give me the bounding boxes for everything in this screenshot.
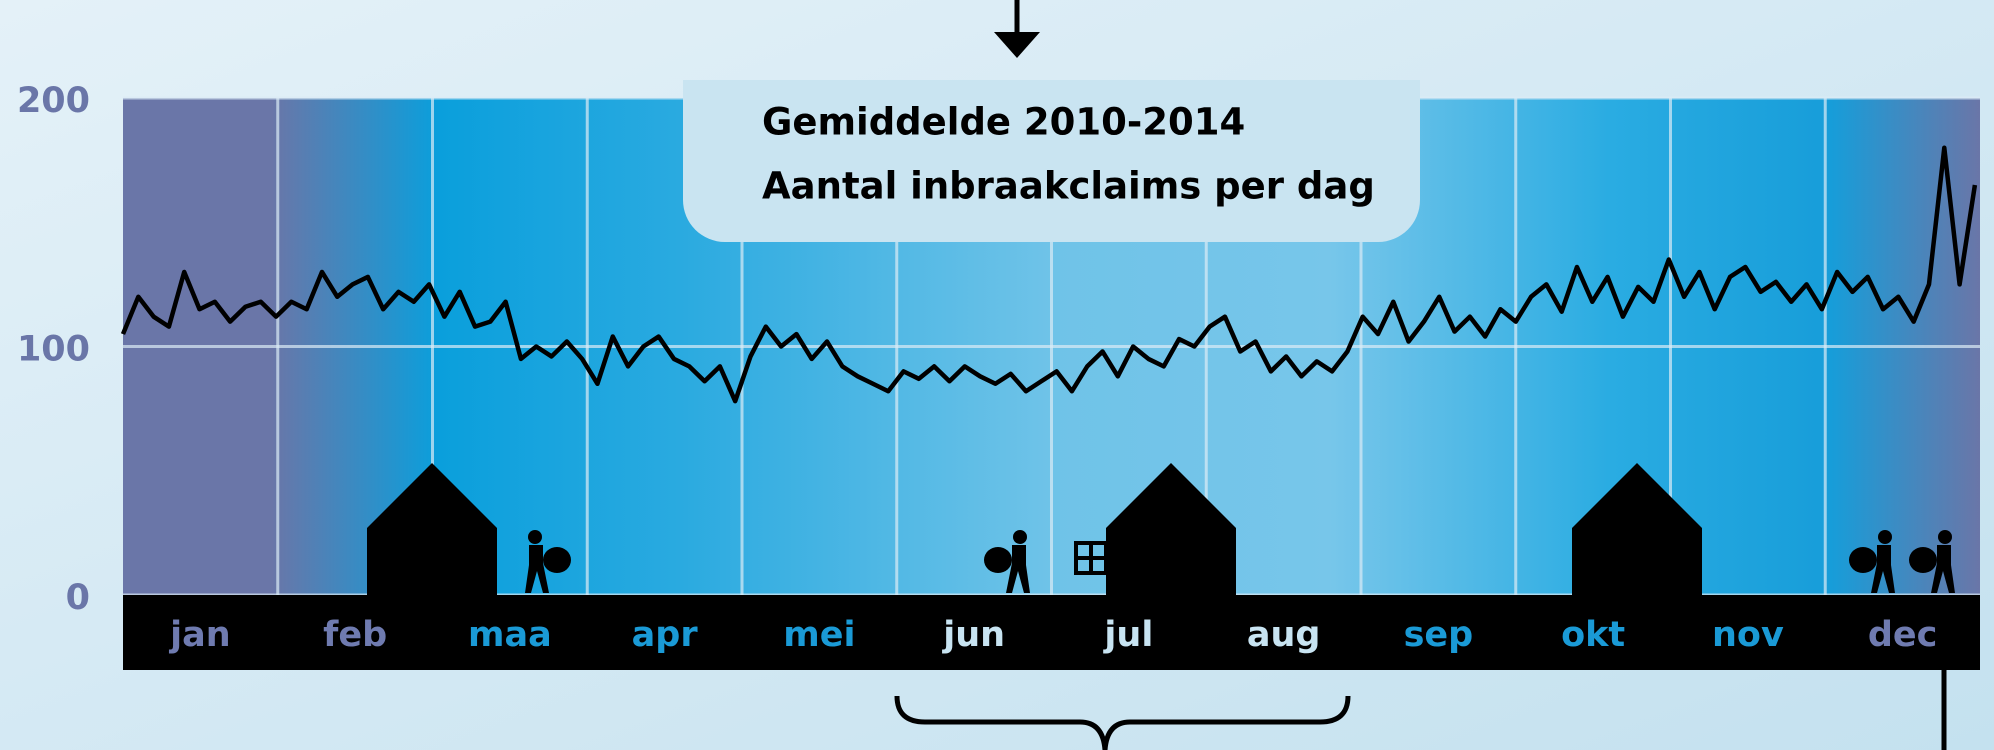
month-label: feb xyxy=(323,615,387,655)
month-label: jan xyxy=(168,615,231,655)
month-label: dec xyxy=(1868,615,1938,655)
burglar xyxy=(984,530,1030,593)
month-band xyxy=(123,595,1980,670)
month-label: apr xyxy=(632,615,699,655)
burglar xyxy=(1909,530,1955,593)
chart-title: Gemiddelde 2010-2014 xyxy=(762,101,1245,144)
house xyxy=(367,463,497,595)
icons xyxy=(367,463,1955,595)
month-label: okt xyxy=(1561,615,1625,655)
month-label: jun xyxy=(941,615,1005,655)
month-label: maa xyxy=(468,615,552,655)
brace xyxy=(894,695,1351,750)
house xyxy=(1572,463,1702,595)
window xyxy=(1076,543,1106,573)
arrow-head xyxy=(994,32,1040,58)
chart-subtitle: Aantal inbraakclaims per dag xyxy=(762,165,1375,208)
month-label: jul xyxy=(1102,615,1153,655)
y-tick-label: 200 xyxy=(17,81,90,121)
y-tick-label: 100 xyxy=(17,330,90,370)
house xyxy=(1106,463,1236,595)
month-label: mei xyxy=(783,615,855,655)
title-box xyxy=(683,80,1420,242)
month-label: nov xyxy=(1712,615,1784,655)
y-tick-label: 0 xyxy=(66,578,90,618)
month-label: aug xyxy=(1247,615,1321,655)
burglar xyxy=(525,530,571,593)
burglar xyxy=(1849,530,1895,593)
month-label: sep xyxy=(1404,615,1474,655)
data-line xyxy=(120,145,1978,404)
